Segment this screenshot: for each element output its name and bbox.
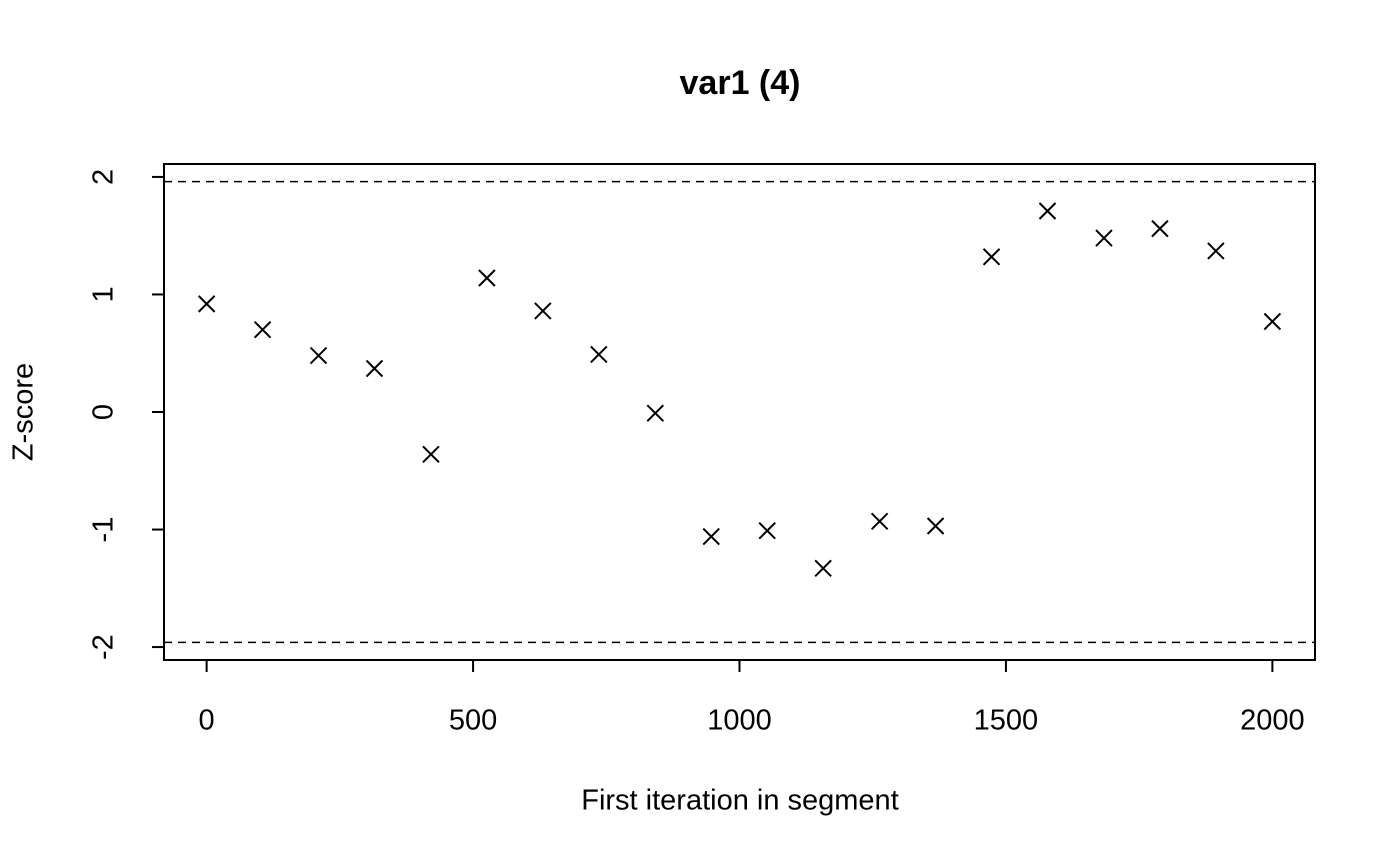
point <box>309 346 328 365</box>
point <box>422 445 440 464</box>
point <box>1095 229 1113 247</box>
point <box>197 295 216 313</box>
x-tick-label: 0 <box>199 705 215 737</box>
x-tick-label: 2000 <box>1240 705 1305 737</box>
point <box>814 559 832 578</box>
y-tick-label: -1 <box>88 517 120 543</box>
point <box>1038 202 1057 220</box>
point <box>590 345 608 364</box>
chart-title: var1 (4) <box>680 64 801 102</box>
y-tick-label: 2 <box>88 169 120 185</box>
point <box>534 302 552 320</box>
point <box>1263 312 1282 331</box>
x-tick-label: 500 <box>449 705 497 737</box>
y-tick-label: 1 <box>88 286 120 302</box>
point <box>1151 219 1169 238</box>
point <box>702 527 720 546</box>
point <box>758 522 776 540</box>
point <box>982 248 1001 266</box>
y-tick-label: -2 <box>88 634 120 660</box>
x-tick-label: 1500 <box>974 705 1039 737</box>
x-tick-label: 1000 <box>707 705 772 737</box>
point <box>870 512 889 531</box>
x-axis-label: First iteration in segment <box>581 785 899 817</box>
point <box>365 359 384 378</box>
point <box>253 321 272 339</box>
point <box>1207 242 1225 260</box>
plot-box <box>163 163 1316 661</box>
point <box>478 269 496 287</box>
point <box>646 404 665 422</box>
point <box>926 517 945 535</box>
y-axis-label: Z-score <box>8 363 40 461</box>
y-tick-label: 0 <box>88 404 120 420</box>
